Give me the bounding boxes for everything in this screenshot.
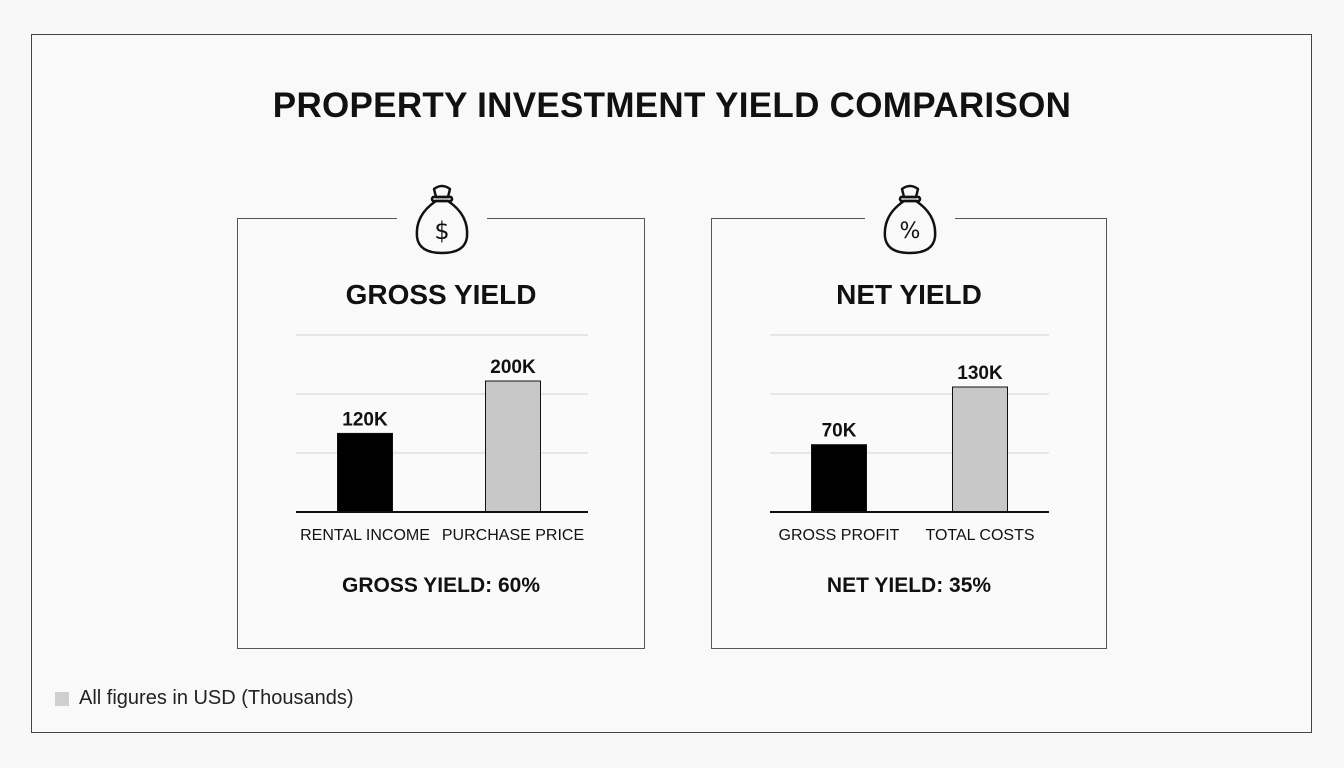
percent-symbol: % (900, 219, 921, 244)
dollar-money-bag-icon: $ (397, 175, 487, 265)
footnote-swatch (55, 691, 69, 706)
bar-gross-profit (811, 444, 867, 513)
category-label: TOTAL COSTS (925, 527, 1034, 544)
gross-yield-panel: $ GROSS YIELD 120K RENTAL INCOME 200K PURCH… (237, 175, 645, 649)
chart-frame (31, 34, 1312, 733)
page-title: PROPERTY INVESTMENT YIELD COMPARISON (272, 86, 1072, 125)
footnote-text: All figures in USD (Thousands) (79, 687, 354, 709)
category-label: GROSS PROFIT (779, 527, 900, 544)
data-label: 120K (342, 409, 388, 430)
data-label: 130K (957, 363, 1003, 384)
bar-rental-income (337, 432, 393, 513)
net-yield-title: NET YIELD (836, 279, 982, 310)
bar-total-costs (952, 386, 1008, 513)
gross-yield-title: GROSS YIELD (345, 279, 537, 310)
gross-yield-plot: 120K RENTAL INCOME 200K PURCHASE PRICE (238, 329, 644, 559)
dollar-symbol: $ (434, 217, 449, 245)
data-label: 70K (822, 421, 857, 442)
percent-money-bag-icon: % (865, 175, 955, 265)
gross-yield-result: GROSS YIELD: 60% (341, 574, 540, 597)
bar-purchase-price (485, 380, 541, 513)
footnote: All figures in USD (Thousands) (55, 687, 354, 710)
net-yield-plot: 70K GROSS PROFIT 130K TOTAL COSTS (712, 329, 1106, 559)
net-yield-result: NET YIELD: 35% (826, 574, 992, 597)
category-label: PURCHASE PRICE (442, 527, 584, 544)
data-label: 200K (490, 357, 536, 378)
category-label: RENTAL INCOME (300, 527, 430, 544)
net-yield-panel: % NET YIELD 70K GROSS PROFIT 130K TOTAL COS… (711, 175, 1107, 649)
